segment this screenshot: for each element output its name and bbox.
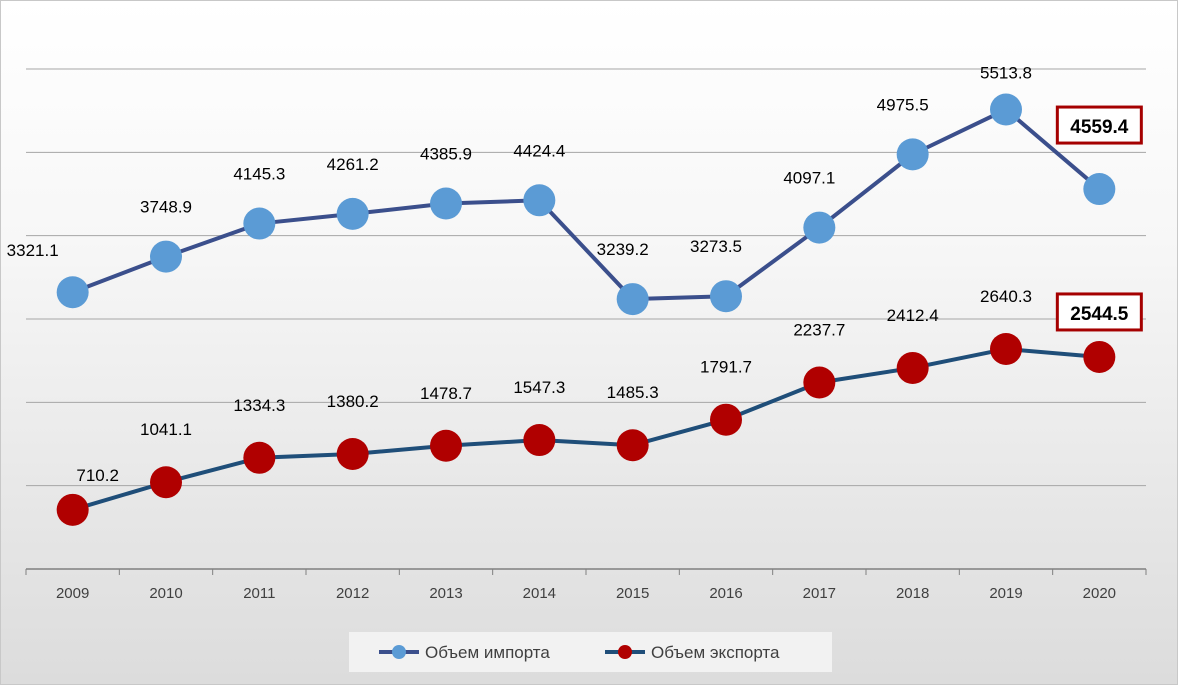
data-point-export bbox=[616, 429, 649, 462]
data-label: 1547.3 bbox=[513, 378, 565, 397]
data-label: 1478.7 bbox=[420, 384, 472, 403]
data-label: 2640.3 bbox=[980, 287, 1032, 306]
gridlines bbox=[26, 68, 1146, 487]
data-label: 4261.2 bbox=[327, 155, 379, 174]
data-point-export bbox=[896, 351, 929, 384]
data-label: 1334.3 bbox=[233, 396, 285, 415]
legend-background bbox=[349, 632, 832, 672]
x-tick-label: 2010 bbox=[149, 585, 182, 602]
x-tick-label: 2015 bbox=[616, 585, 649, 602]
x-tick-label: 2012 bbox=[336, 585, 369, 602]
data-point-export bbox=[336, 437, 369, 470]
data-point-export bbox=[430, 429, 462, 462]
legend: Объем импорта Объем экспорта bbox=[349, 632, 832, 672]
data-label: 4975.5 bbox=[877, 95, 929, 114]
highlight-box bbox=[1055, 105, 1143, 145]
data-label: 1380.2 bbox=[327, 392, 379, 411]
data-point-import bbox=[990, 93, 1022, 126]
data-label: 4424.4 bbox=[513, 141, 565, 160]
data-point-import bbox=[803, 211, 836, 244]
data-point-export bbox=[803, 366, 836, 399]
data-label-highlight: 4559.4 bbox=[1070, 117, 1129, 138]
data-point-import bbox=[56, 276, 89, 309]
data-point-import bbox=[523, 184, 556, 217]
data-point-import bbox=[616, 283, 649, 316]
data-label: 3321.1 bbox=[7, 241, 59, 260]
data-label: 3239.2 bbox=[597, 240, 649, 259]
data-label: 4385.9 bbox=[420, 145, 472, 164]
highlight-box bbox=[1055, 292, 1143, 332]
data-point-import bbox=[1083, 173, 1116, 206]
data-point-export bbox=[710, 403, 742, 436]
x-tick-label: 2018 bbox=[896, 585, 929, 602]
data-label: 1791.7 bbox=[700, 358, 752, 377]
x-tick-label: 2019 bbox=[989, 585, 1022, 602]
data-label: 2412.4 bbox=[887, 306, 939, 325]
x-tick-label: 2014 bbox=[523, 585, 556, 602]
legend-export-label: Объем экспорта bbox=[651, 643, 780, 662]
data-label: 2237.7 bbox=[793, 321, 845, 340]
data-point-export bbox=[150, 466, 182, 499]
x-tick-label: 2009 bbox=[56, 585, 89, 602]
data-point-import bbox=[896, 138, 929, 171]
data-point-import bbox=[150, 240, 182, 273]
legend-export-marker bbox=[618, 645, 632, 659]
data-label: 1041.1 bbox=[140, 420, 192, 439]
data-point-import bbox=[430, 187, 462, 220]
legend-import-marker bbox=[392, 645, 406, 659]
data-point-export bbox=[990, 332, 1022, 365]
data-point-export bbox=[243, 441, 276, 474]
data-point-export bbox=[56, 493, 89, 526]
data-label: 4145.3 bbox=[233, 165, 285, 184]
data-label: 3273.5 bbox=[690, 237, 742, 256]
data-label: 1485.3 bbox=[607, 383, 659, 402]
data-point-export bbox=[1083, 340, 1116, 373]
x-tick-label: 2017 bbox=[803, 585, 836, 602]
x-axis: 2009 2010 2011 2012 2013 2014 2015 2016 2017 2018… bbox=[25, 568, 1147, 602]
x-tick-label: 2020 bbox=[1083, 585, 1116, 602]
series-layer bbox=[56, 93, 1116, 526]
data-label-highlight: 2544.5 bbox=[1070, 304, 1129, 325]
data-label: 3748.9 bbox=[140, 198, 192, 217]
data-point-import bbox=[243, 207, 276, 240]
data-point-import bbox=[710, 280, 742, 313]
x-tick-label: 2011 bbox=[243, 585, 275, 602]
legend-import-label: Объем импорта bbox=[425, 643, 550, 662]
data-label: 710.2 bbox=[76, 466, 119, 485]
data-label: 5513.8 bbox=[980, 64, 1032, 83]
data-label: 4097.1 bbox=[783, 169, 835, 188]
x-tick-label: 2016 bbox=[709, 585, 742, 602]
data-point-import bbox=[336, 197, 369, 230]
data-point-export bbox=[523, 424, 556, 457]
x-tick-label: 2013 bbox=[429, 585, 462, 602]
data-labels: 3321.1 3748.9 4145.3 4261.2 4385.9 4424.4 3239… bbox=[7, 64, 1143, 485]
series-line-import bbox=[71, 107, 1101, 302]
